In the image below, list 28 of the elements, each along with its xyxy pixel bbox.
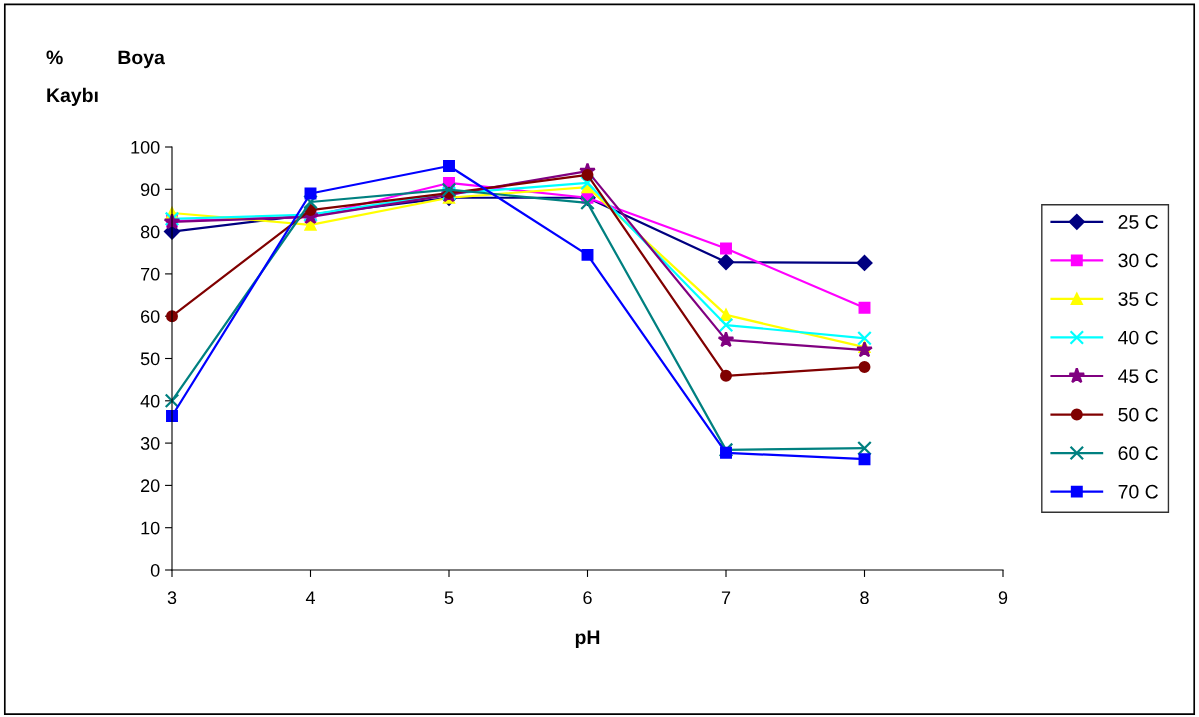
legend-label: 30 C <box>1118 253 1158 268</box>
y-tick-label: 100 <box>131 140 160 154</box>
y-tick-label: 60 <box>141 310 160 323</box>
x-tick-label: 3 <box>167 591 177 605</box>
x-tick-label: 5 <box>444 591 454 605</box>
x-tick-label: 9 <box>998 591 1008 605</box>
legend-label: 35 C <box>1118 292 1158 306</box>
x-tick-label: 6 <box>583 591 592 605</box>
y-tick-label: 40 <box>140 394 160 408</box>
y-tick-label: 80 <box>140 225 160 239</box>
y-tick-label: 50 <box>140 352 160 366</box>
legend-label: 45 C <box>1118 369 1158 383</box>
legend-label: 25 C <box>1118 215 1158 229</box>
x-tick-label: 4 <box>305 591 315 604</box>
x-axis-title: pH <box>575 630 600 649</box>
y-tick-label: 0 <box>150 563 160 577</box>
x-tick-label: 8 <box>860 591 869 605</box>
y-tick-label: 20 <box>141 479 160 493</box>
y-tick-label: 30 <box>140 437 160 450</box>
y-tick-label: 90 <box>140 183 160 197</box>
y-tick-label: 10 <box>141 521 160 535</box>
y-axis-title: % Boya Kaybı <box>46 50 165 106</box>
legend-label: 70 C <box>1118 484 1158 499</box>
y-tick-label: 70 <box>141 267 160 281</box>
legend-label: 40 C <box>1118 330 1158 345</box>
x-tick-label: 7 <box>721 591 731 604</box>
legend-label: 60 C <box>1118 446 1158 461</box>
legend-label: 50 C <box>1118 407 1158 422</box>
